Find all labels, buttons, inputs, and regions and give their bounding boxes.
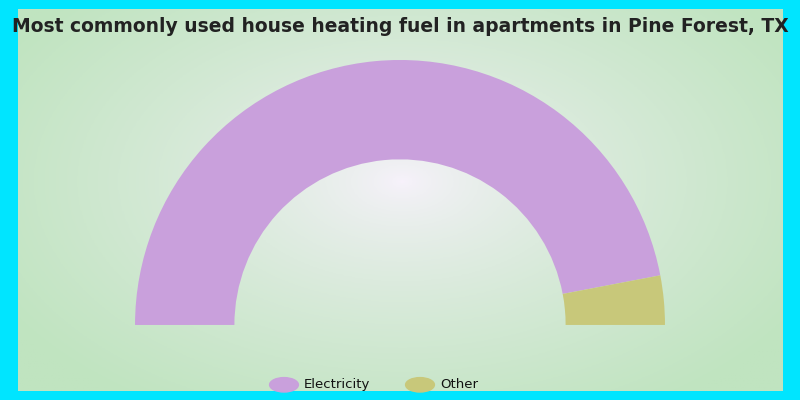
- Wedge shape: [562, 275, 665, 325]
- Text: Electricity: Electricity: [304, 378, 370, 391]
- Text: Most commonly used house heating fuel in apartments in Pine Forest, TX: Most commonly used house heating fuel in…: [12, 16, 788, 36]
- Wedge shape: [135, 60, 660, 325]
- Text: Other: Other: [440, 378, 478, 391]
